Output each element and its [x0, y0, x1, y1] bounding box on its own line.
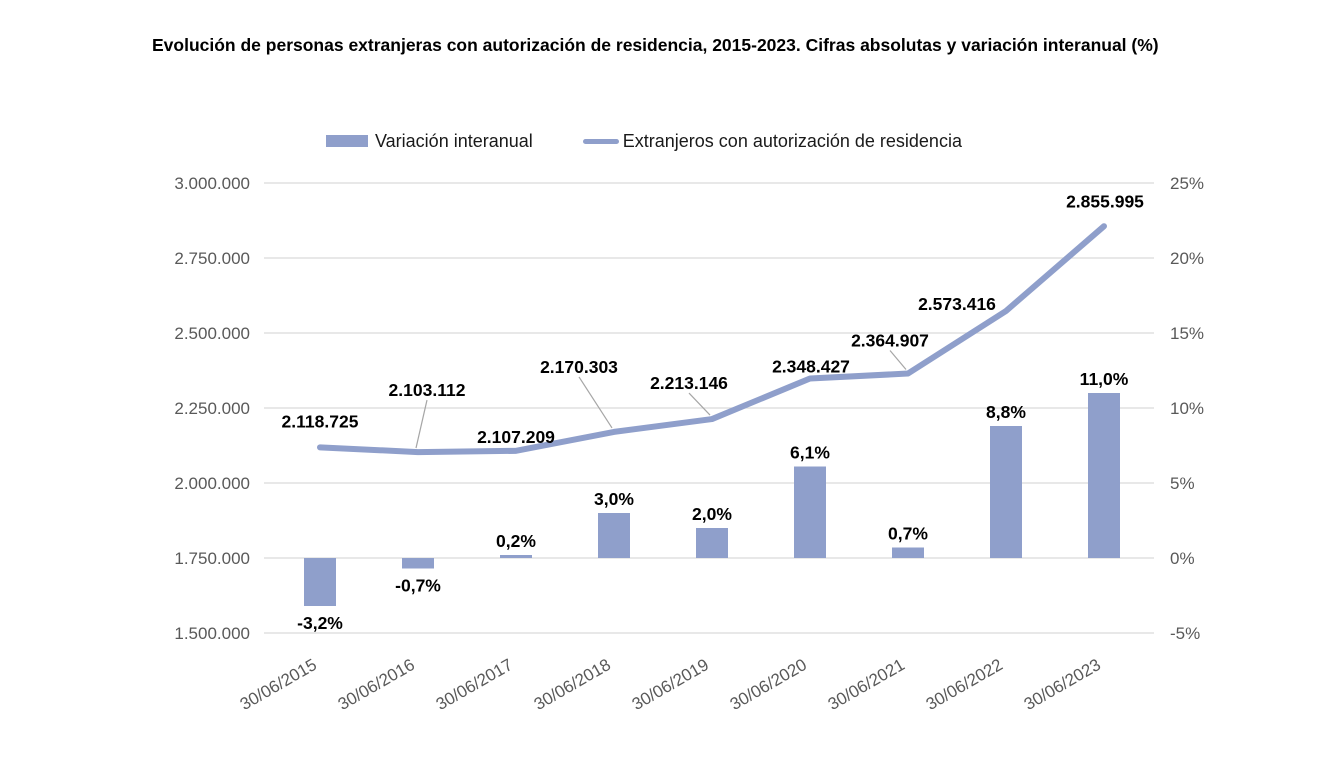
- y-axis-left-tick-label: 2.000.000: [174, 474, 250, 493]
- bar-value-label: 0,2%: [496, 531, 536, 551]
- x-axis-tick-label: 30/06/2017: [433, 655, 516, 714]
- line-point-label: 2.103.112: [389, 380, 466, 400]
- x-axis-tick-label: 30/06/2018: [531, 655, 614, 714]
- y-axis-left-tick-label: 1.750.000: [174, 549, 250, 568]
- legend-bar-label: Variación interanual: [375, 130, 533, 151]
- line-point-label: 2.107.209: [477, 427, 555, 447]
- line-point-label: 2.855.995: [1066, 191, 1144, 211]
- bar-value-label: 6,1%: [790, 443, 830, 463]
- y-axis-right-tick-label: 10%: [1170, 399, 1204, 418]
- legend-line-swatch: [582, 138, 619, 144]
- line-point-label: 2.213.146: [650, 373, 728, 393]
- y-axis-right-tick-label: 20%: [1170, 249, 1204, 268]
- y-axis-left-tick-label: 2.500.000: [174, 324, 250, 343]
- bar: [696, 528, 728, 558]
- bar-value-label: -0,7%: [395, 576, 441, 596]
- leader-line: [415, 399, 428, 449]
- bar: [598, 513, 630, 558]
- line-point-label: 2.170.303: [540, 357, 618, 377]
- line-point-label: 2.118.725: [282, 412, 359, 432]
- y-axis-left-tick-label: 2.750.000: [174, 249, 250, 268]
- bar-value-label: 11,0%: [1080, 369, 1129, 389]
- bar: [402, 558, 434, 569]
- leader-line: [578, 376, 613, 429]
- y-axis-left-tick-label: 2.250.000: [174, 399, 250, 418]
- bar-value-label: 2,0%: [692, 504, 732, 524]
- bar-value-label: 8,8%: [986, 402, 1026, 422]
- y-axis-right-tick-label: 0%: [1170, 549, 1195, 568]
- line-point-label: 2.348.427: [772, 357, 850, 377]
- bar: [794, 466, 826, 558]
- bar-value-label: -3,2%: [297, 613, 343, 633]
- bar: [500, 555, 532, 558]
- x-axis-tick-label: 30/06/2021: [825, 655, 908, 714]
- x-axis-tick-label: 30/06/2015: [237, 655, 320, 714]
- line-point-label: 2.573.416: [918, 294, 996, 314]
- y-axis-right-tick-label: 25%: [1170, 174, 1204, 193]
- x-axis-tick-label: 30/06/2022: [923, 655, 1006, 714]
- y-axis-right-tick-label: -5%: [1170, 624, 1200, 643]
- bar: [1088, 393, 1120, 558]
- y-axis-left-tick-label: 3.000.000: [174, 174, 250, 193]
- line-point-label: 2.364.907: [851, 331, 929, 351]
- x-axis-tick-label: 30/06/2016: [335, 655, 418, 714]
- legend-bar-swatch: [326, 135, 368, 147]
- x-axis-tick-label: 30/06/2019: [629, 655, 712, 714]
- chart-legend: Variación interanual Extranjeros con aut…: [326, 128, 962, 154]
- bar-value-label: 0,7%: [888, 524, 928, 544]
- bar: [990, 426, 1022, 558]
- leader-line: [889, 350, 907, 370]
- y-axis-right-tick-label: 15%: [1170, 324, 1204, 343]
- chart-title: Evolución de personas extranjeras con au…: [152, 35, 1159, 55]
- y-axis-left-tick-label: 1.500.000: [174, 624, 250, 643]
- x-axis-tick-label: 30/06/2020: [727, 655, 810, 714]
- bar: [892, 547, 924, 558]
- bar: [304, 558, 336, 606]
- leader-line: [688, 392, 711, 416]
- x-axis-tick-label: 30/06/2023: [1021, 655, 1104, 714]
- legend-line-label: Extranjeros con autorización de residenc…: [622, 130, 962, 151]
- y-axis-right-tick-label: 5%: [1170, 474, 1195, 493]
- line-series: [317, 223, 1107, 456]
- bar-value-label: 3,0%: [594, 489, 634, 509]
